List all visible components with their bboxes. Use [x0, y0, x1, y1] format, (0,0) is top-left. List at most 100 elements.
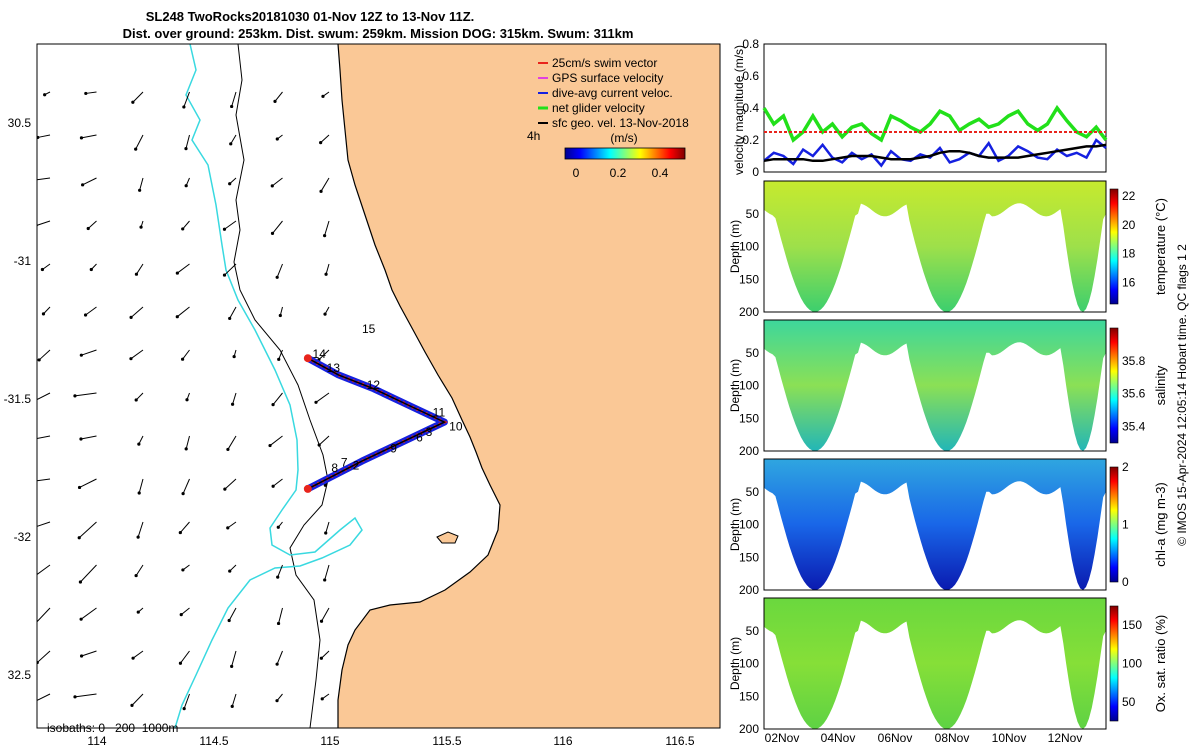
map-x-tick: 116 — [553, 734, 572, 748]
velocity-arrow — [228, 607, 237, 621]
section-colorbar — [1109, 327, 1119, 444]
colorbar-label: salinity — [1153, 365, 1168, 405]
velocity-arrow-head — [78, 580, 83, 584]
velocity-arrow — [37, 435, 51, 440]
velocity-arrow-head — [275, 275, 279, 279]
velocity-arrow — [271, 177, 283, 187]
velocity-arrow — [325, 521, 330, 534]
velocity-arrow — [324, 220, 330, 236]
time-label: 4h — [527, 129, 540, 143]
velocity-arrow-head — [178, 661, 183, 665]
velocity-arrow — [325, 263, 330, 275]
section-fill — [764, 598, 1106, 729]
velocity-arrow — [135, 564, 144, 576]
map-colorbar — [564, 147, 686, 160]
velocity-arrow-head — [222, 227, 227, 231]
colorbar-tick: 35.4 — [1122, 420, 1146, 434]
velocity-arrow-head — [79, 654, 84, 658]
velocity-arrow-head — [226, 526, 230, 530]
velocity-arrow — [37, 478, 51, 482]
velocity-arrow-head — [136, 535, 140, 539]
velocity-arrow — [37, 650, 51, 663]
map-x-tick: 116.5 — [665, 734, 694, 748]
velocity-arrow-head — [278, 313, 282, 318]
velocity-arrow — [37, 134, 51, 138]
velocity-arrow — [81, 349, 97, 356]
section-panel-temperature: 50 100 150 200 Depth (m) 16 18 20 22 temperature … — [728, 180, 1168, 319]
velocity-arrow-head — [275, 137, 279, 141]
map-y-tick: -31.5 — [4, 392, 32, 406]
velocity-arrow-head — [181, 227, 185, 231]
title-line-2: Dist. over ground: 253km. Dist. swum: 25… — [123, 26, 634, 41]
velocity-arrow — [227, 521, 237, 529]
velocity-arrow-head — [79, 437, 83, 441]
velocity-arrow — [185, 134, 190, 149]
colorbar-tick: 35.6 — [1122, 387, 1146, 401]
velocity-arrow — [37, 564, 51, 576]
day-label: 7 — [341, 456, 348, 470]
colorbar-tick: 18 — [1122, 247, 1136, 261]
map-legend: 25cm/s swim vector GPS surface velocity … — [527, 56, 689, 180]
section-fill — [764, 320, 1106, 451]
velocity-arrow — [274, 91, 283, 102]
velocity-arrow — [37, 693, 51, 701]
velocity-arrow-head — [182, 706, 186, 711]
land-area — [338, 44, 720, 728]
legend-label: GPS surface velocity — [552, 71, 663, 85]
section-y-tick: 150 — [739, 411, 759, 425]
velocity-arrow-head — [175, 315, 179, 319]
velocity-arrow — [315, 392, 330, 403]
velocity-arrow — [180, 607, 190, 615]
velocity-arrow-head — [77, 536, 81, 540]
colorbar-tick: 35.8 — [1122, 354, 1146, 368]
day-label: 11 — [433, 406, 446, 420]
section-panel-salinity: 50 100 150 200 Depth (m) 35.4 35.6 35.8 salinity — [728, 319, 1168, 458]
velocity-arrow — [79, 478, 97, 488]
velocity-arrow — [224, 263, 237, 276]
colorbar-label: temperature (°C) — [1153, 198, 1168, 295]
velocity-arrow — [37, 392, 51, 401]
velocity-arrow-head — [131, 100, 135, 104]
velocity-arrow-head — [323, 483, 327, 487]
velocity-arrow — [139, 177, 144, 191]
velocity-arrow-head — [28, 438, 31, 441]
velocity-arrow — [269, 435, 283, 446]
velocity-arrow-head — [319, 656, 323, 660]
colorbar-tick: 2 — [1122, 460, 1129, 474]
velocity-arrow-head — [83, 313, 88, 317]
day-label: 3 — [426, 425, 433, 439]
velocity-arrow-head — [180, 357, 185, 361]
velocity-arrow — [224, 220, 237, 230]
isobath-1000m — [174, 44, 363, 728]
velocity-arrow-head — [134, 272, 139, 276]
velocity-arrow-head — [134, 147, 138, 151]
legend-label: 25cm/s swim vector — [552, 56, 657, 70]
map-x-tick: 114.5 — [199, 734, 228, 748]
velocity-arrow-head — [137, 442, 141, 446]
velocity-arrow-head — [43, 93, 47, 97]
velocity-arrow-head — [270, 231, 275, 236]
velocity-arrow-head — [270, 184, 274, 188]
map-y-tick: -32 — [14, 530, 32, 544]
colorbar-tick: 50 — [1122, 695, 1136, 709]
velocity-arrow-head — [79, 136, 84, 140]
section-ylabel: Depth (m) — [728, 637, 742, 690]
velocity-arrow — [37, 521, 51, 527]
section-y-tick: 150 — [739, 272, 759, 286]
day-label: 15 — [362, 322, 376, 336]
velocity-arrow — [276, 650, 283, 665]
velocity-arrow — [231, 693, 237, 707]
isobath-note: isobaths: 0 200 1000m — [47, 721, 178, 735]
time-tick: 04Nov — [821, 731, 856, 745]
time-tick: 06Nov — [878, 731, 913, 745]
velocity-arrow-head — [228, 182, 232, 186]
velocity-series-line — [762, 104, 1108, 143]
velocity-arrow-head — [323, 578, 327, 582]
velocity-arrow — [224, 478, 237, 490]
day-label: 6 — [416, 431, 423, 445]
section-y-tick: 50 — [746, 346, 760, 360]
section-y-tick: 100 — [739, 518, 759, 532]
velocity-y-tick: 0.2 — [742, 133, 759, 147]
surface-velocity-vectors — [28, 91, 330, 711]
